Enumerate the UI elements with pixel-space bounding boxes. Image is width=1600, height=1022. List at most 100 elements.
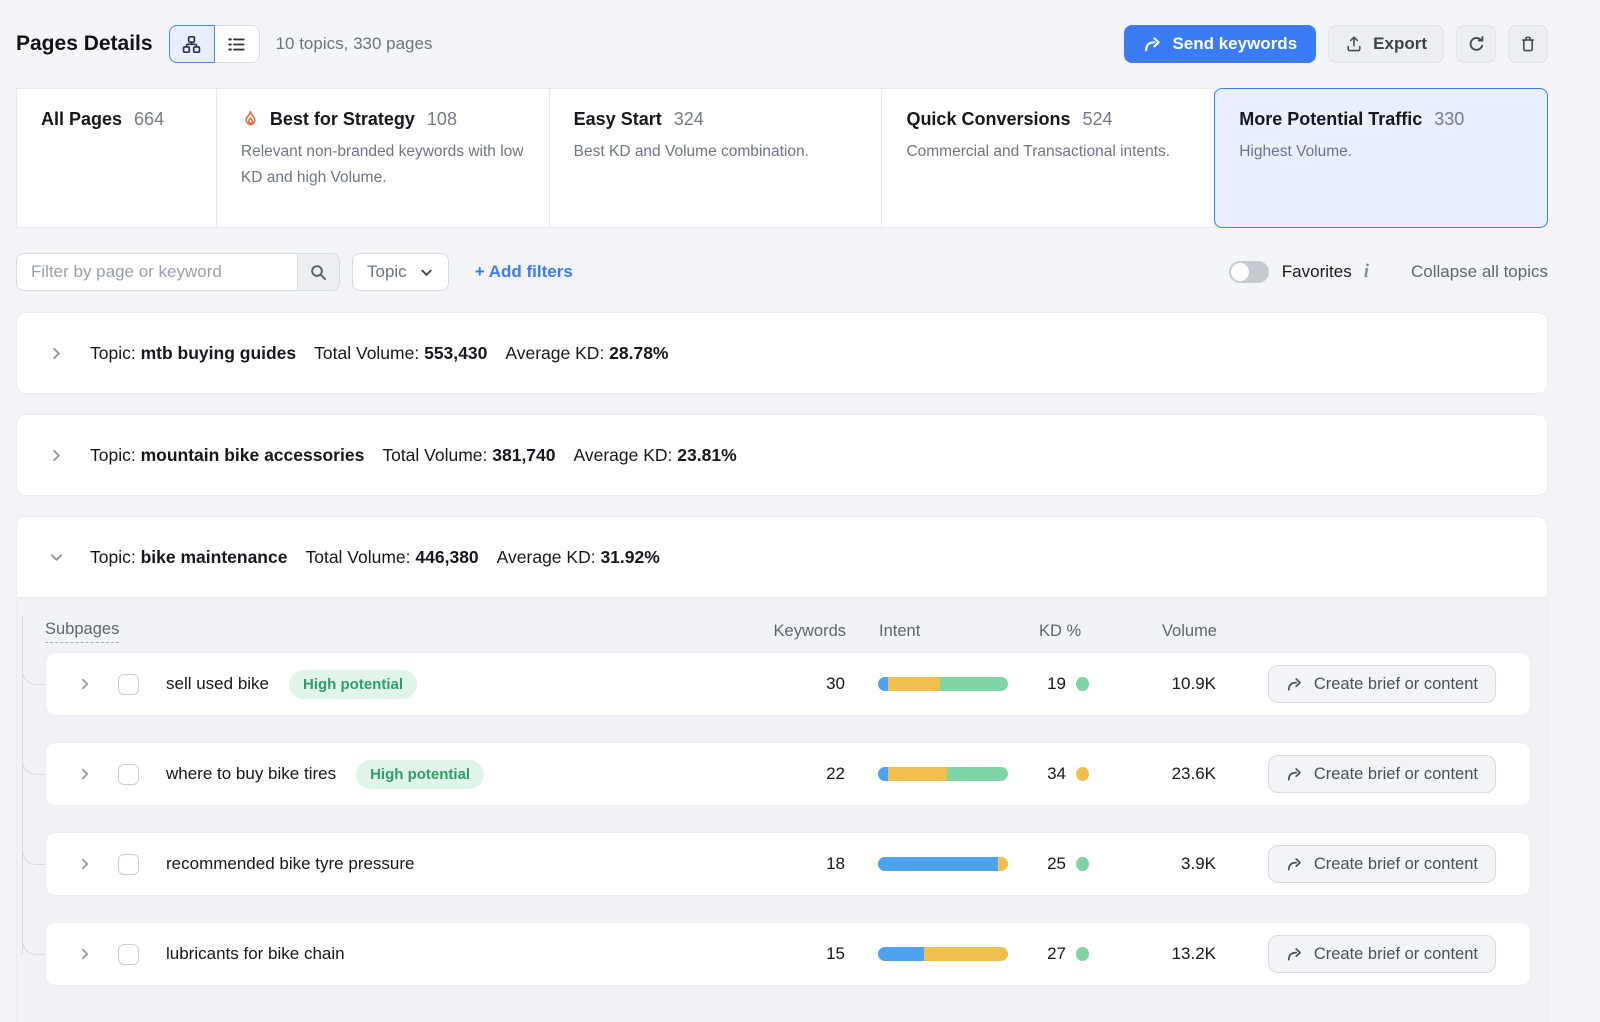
forward-arrow-icon (1286, 946, 1303, 963)
export-icon (1345, 35, 1363, 53)
create-brief-button[interactable]: Create brief or content (1267, 665, 1496, 703)
total-volume-value: 446,380 (415, 546, 479, 567)
table-row: sell used bike High potential 30 19 10.9… (22, 632, 1531, 716)
topic-card-bike-maintenance: Topic: bike maintenance Total Volume: 44… (16, 516, 1548, 1022)
export-button[interactable]: Export (1328, 25, 1444, 63)
create-brief-button[interactable]: Create brief or content (1267, 935, 1496, 973)
topic-header[interactable]: Topic: mtb buying guides Total Volume: 5… (17, 313, 1547, 393)
kd-value: 34 (1047, 764, 1066, 783)
filter-bar-right: Favorites i Collapse all topics (1228, 261, 1548, 283)
chevron-right-icon (49, 346, 64, 361)
search-button[interactable] (297, 254, 339, 290)
row-checkbox[interactable] (118, 943, 139, 965)
intent-bar (878, 767, 1008, 781)
column-subpages[interactable]: Subpages (45, 620, 120, 643)
kd-level-dot (1076, 857, 1089, 871)
create-brief-label: Create brief or content (1313, 944, 1478, 963)
tab-more-potential-traffic[interactable]: More Potential Traffic 330 Highest Volum… (1214, 88, 1548, 228)
topic-dropdown-label: Topic (367, 262, 407, 281)
intent-segment (888, 677, 941, 691)
subpage-name[interactable]: where to buy bike tires (166, 764, 337, 783)
intent-segment (940, 677, 1008, 691)
intent-bar (878, 947, 1008, 961)
tab-all-pages[interactable]: All Pages 664 (16, 88, 217, 228)
subpage-name[interactable]: sell used bike (166, 674, 270, 693)
intent-segment (888, 767, 947, 781)
tab-description: Highest Volume. (1239, 143, 1353, 160)
average-kd-value: 23.81% (677, 444, 737, 465)
intent-segment (997, 857, 1008, 871)
row-checkbox[interactable] (118, 763, 139, 785)
topic-label: Topic: (90, 444, 136, 465)
subpage-name[interactable]: recommended bike tyre pressure (166, 854, 415, 873)
column-kd: KD % (1039, 621, 1082, 640)
subpage-rows: sell used bike High potential 30 19 10.9… (17, 616, 1531, 986)
view-toggle (168, 25, 260, 63)
column-volume: Volume (1161, 621, 1217, 640)
total-volume-label: Total Volume: (305, 546, 411, 567)
row-checkbox[interactable] (118, 853, 139, 875)
top-bar: Pages Details (16, 0, 1548, 64)
intent-segment (878, 677, 889, 691)
average-kd-label: Average KD: (573, 444, 673, 465)
topic-name: mountain bike accessories (140, 444, 365, 465)
info-icon[interactable]: i (1363, 261, 1369, 282)
tab-best-for-strategy[interactable]: Best for Strategy 108 Relevant non-brand… (215, 88, 550, 228)
delete-button[interactable] (1508, 25, 1548, 63)
chevron-right-icon (49, 448, 64, 463)
tab-easy-start[interactable]: Easy Start 324 Best KD and Volume combin… (548, 88, 883, 228)
intent-segment (878, 947, 924, 961)
send-keywords-label: Send keywords (1172, 34, 1298, 53)
topic-filter-dropdown[interactable]: Topic (352, 253, 449, 291)
forward-arrow-icon (1286, 766, 1303, 783)
average-kd-value: 31.92% (600, 546, 660, 567)
chevron-down-icon (419, 265, 434, 280)
topic-name: bike maintenance (140, 546, 288, 567)
create-brief-button[interactable]: Create brief or content (1267, 845, 1496, 883)
pages-details-panel: Pages Details (16, 0, 1548, 1022)
add-filters-link[interactable]: + Add filters (474, 262, 573, 281)
total-volume-label: Total Volume: (314, 342, 420, 363)
kd-value: 27 (1047, 944, 1066, 963)
send-keywords-button[interactable]: Send keywords (1124, 25, 1317, 63)
average-kd-label: Average KD: (496, 546, 596, 567)
collapse-all-topics-link[interactable]: Collapse all topics (1410, 262, 1548, 281)
row-checkbox[interactable] (118, 673, 139, 695)
volume-value: 10.9K (1171, 674, 1216, 693)
table-row: lubricants for bike chain 15 27 13.2K (22, 902, 1531, 986)
topic-header[interactable]: Topic: mountain bike accessories Total V… (17, 415, 1547, 495)
subpage-name[interactable]: lubricants for bike chain (166, 944, 345, 963)
flame-icon (241, 110, 260, 129)
create-brief-button[interactable]: Create brief or content (1267, 755, 1496, 793)
row-expand-chevron-icon[interactable] (78, 677, 92, 691)
row-expand-chevron-icon[interactable] (78, 857, 92, 871)
high-potential-badge: High potential (356, 759, 485, 789)
search-group (16, 253, 340, 291)
kd-level-dot (1076, 677, 1089, 691)
total-volume-label: Total Volume: (382, 444, 488, 465)
kd-level-dot (1076, 947, 1089, 961)
tab-quick-conversions[interactable]: Quick Conversions 524 Commercial and Tra… (881, 88, 1216, 228)
table-row: where to buy bike tires High potential 2… (22, 722, 1531, 806)
intent-bar (878, 677, 1008, 691)
row-expand-chevron-icon[interactable] (78, 767, 92, 781)
subpages-section: Subpages Keywords Intent KD % Volume (17, 597, 1547, 1022)
high-potential-badge: High potential (289, 669, 418, 699)
create-brief-label: Create brief or content (1313, 854, 1478, 873)
hierarchy-view-button[interactable] (168, 25, 215, 63)
topic-header[interactable]: Topic: bike maintenance Total Volume: 44… (17, 517, 1547, 597)
create-brief-label: Create brief or content (1313, 674, 1478, 693)
favorites-toggle[interactable] (1228, 261, 1269, 283)
list-view-button[interactable] (213, 25, 260, 63)
search-icon (309, 263, 328, 282)
send-arrow-icon (1143, 35, 1162, 54)
filter-bar: Topic + Add filters Favorites i Collapse… (16, 252, 1548, 292)
favorites-label: Favorites (1281, 262, 1352, 281)
refresh-icon (1467, 35, 1486, 54)
tab-label: Quick Conversions (906, 109, 1071, 129)
row-expand-chevron-icon[interactable] (78, 947, 92, 961)
refresh-button[interactable] (1456, 25, 1496, 63)
average-kd-label: Average KD: (505, 342, 605, 363)
search-input[interactable] (17, 254, 297, 290)
export-label: Export (1373, 34, 1427, 53)
